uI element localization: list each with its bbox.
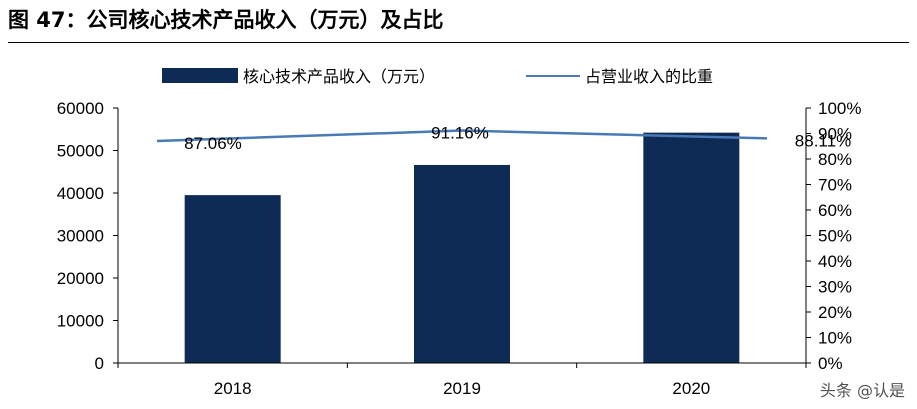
legend-line-label: 占营业收入的比重 bbox=[585, 68, 713, 86]
legend-bar-swatch bbox=[162, 68, 238, 83]
y-left-tick-label: 30000 bbox=[57, 227, 104, 246]
y-right-tick-label: 0% bbox=[818, 354, 843, 373]
watermark-text: 头条 @认是 bbox=[819, 381, 905, 400]
title-underline bbox=[8, 42, 909, 43]
y-right-tick-label: 80% bbox=[818, 150, 852, 169]
y-left-tick-label: 0 bbox=[95, 354, 104, 373]
y-right-tick-label: 60% bbox=[818, 201, 852, 220]
bar-2018 bbox=[184, 195, 281, 363]
x-tick-label-2020: 2020 bbox=[672, 379, 710, 398]
data-label-2018: 87.06% bbox=[184, 134, 242, 153]
x-tick-label-2018: 2018 bbox=[214, 379, 252, 398]
y-right-tick-label: 70% bbox=[818, 176, 852, 195]
y-right-tick-label: 90% bbox=[818, 125, 852, 144]
data-label-2020: 88.11% bbox=[795, 131, 851, 150]
y-left-tick-label: 20000 bbox=[57, 269, 104, 288]
bar-2020 bbox=[643, 132, 740, 363]
y-right-tick-label: 40% bbox=[818, 252, 852, 271]
y-left-tick-label: 60000 bbox=[57, 99, 104, 118]
legend-bar-label: 核心技术产品收入（万元） bbox=[243, 68, 435, 86]
data-label-2019: 91.16% bbox=[431, 124, 489, 143]
y-right-tick-label: 10% bbox=[818, 329, 852, 348]
x-tick-label-2019: 2019 bbox=[443, 379, 481, 398]
y-left-tick-label: 40000 bbox=[57, 184, 104, 203]
bar-2019 bbox=[414, 164, 510, 363]
y-left-tick-label: 50000 bbox=[57, 142, 104, 161]
line-series-share bbox=[156, 129, 768, 143]
figure-title: 图 47：公司核心技术产品收入（万元）及占比 bbox=[8, 8, 444, 32]
y-right-tick-label: 100% bbox=[818, 99, 861, 118]
y-right-tick-label: 50% bbox=[818, 227, 852, 246]
y-left-tick-label: 10000 bbox=[57, 312, 104, 331]
y-right-tick-label: 30% bbox=[818, 278, 852, 297]
y-right-tick-label: 20% bbox=[818, 303, 852, 322]
